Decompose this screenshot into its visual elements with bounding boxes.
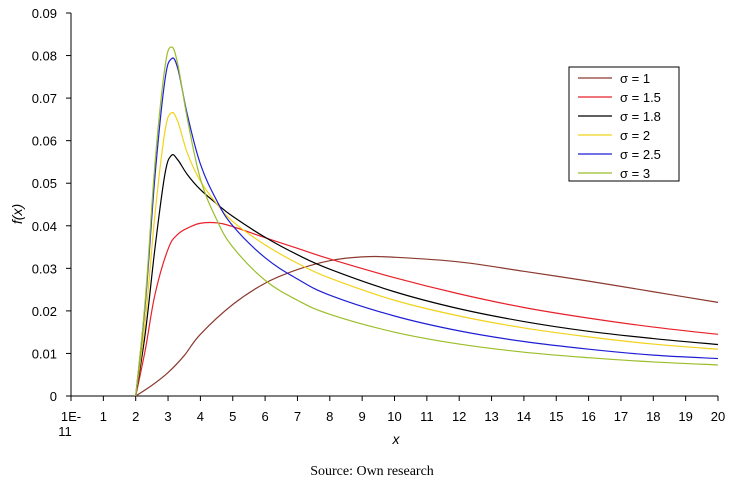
- series-line-4: [135, 111, 719, 397]
- x-tick-label: 9: [359, 409, 366, 424]
- legend-box: [568, 66, 680, 182]
- x-tick-label: 8: [326, 409, 333, 424]
- legend-label-6: σ = 3: [620, 166, 650, 181]
- series-line-6: [135, 46, 719, 397]
- x-tick-label: 1E-11: [58, 409, 81, 439]
- x-tick-label: 11: [420, 409, 434, 424]
- plot-area: 0 0.01 0.02 0.03 0.04 0.05 0.06 0.07 0.08 0.09 1E…: [32, 6, 726, 439]
- y-axis-title: f(x): [9, 204, 25, 224]
- y-tick-label: 0.02: [32, 304, 57, 319]
- series-line-5: [135, 57, 719, 397]
- x-tick-label: 12: [452, 409, 466, 424]
- y-tick-label: 0.03: [32, 261, 57, 276]
- y-tick-label: 0.01: [32, 346, 57, 361]
- y-tick-label: 0.09: [32, 6, 57, 21]
- x-tick-label: 14: [517, 409, 531, 424]
- y-tick-label: 0.04: [32, 219, 57, 234]
- legend-label-4: σ = 2: [620, 128, 650, 143]
- series-lines: [135, 46, 719, 397]
- series-line-1: [135, 255, 719, 397]
- x-tick-label: 18: [646, 409, 660, 424]
- x-tick-label: 15: [549, 409, 563, 424]
- y-ticks: 0 0.01 0.02 0.03 0.04 0.05 0.06 0.07 0.08 0.09: [32, 6, 71, 404]
- x-tick-label: 1: [100, 409, 107, 424]
- legend: σ = 1 σ = 1.5 σ = 1.8 σ = 2 σ = 2.5 σ = 3: [568, 66, 680, 182]
- x-tick-label: 3: [164, 409, 171, 424]
- series-line-3: [135, 154, 719, 397]
- source-caption: Source: Own research: [310, 464, 434, 479]
- series-line-2: [135, 221, 719, 397]
- legend-label-3: σ = 1.8: [620, 109, 661, 124]
- y-tick-label: 0.08: [32, 49, 57, 64]
- legend-label-5: σ = 2.5: [620, 147, 661, 162]
- legend-label-1: σ = 1: [620, 71, 650, 86]
- x-tick-label: 2: [132, 409, 139, 424]
- x-tick-label: 7: [294, 409, 301, 424]
- x-axis-title: x: [392, 431, 401, 447]
- y-tick-label: 0.06: [32, 134, 57, 149]
- legend-label-2: σ = 1.5: [620, 90, 661, 105]
- x-tick-label: 16: [581, 409, 595, 424]
- x-tick-label: 10: [387, 409, 401, 424]
- x-tick-label: 13: [484, 409, 498, 424]
- x-tick-label: 17: [614, 409, 628, 424]
- x-tick-label: 6: [261, 409, 268, 424]
- x-ticks: 1E-111 2 3 4 5 6 7 8 9 10 11 12 13 14 15 16 17 18 19 20: [58, 396, 725, 439]
- x-tick-label: 20: [711, 409, 725, 424]
- y-tick-label: 0: [50, 389, 57, 404]
- y-tick-label: 0.07: [32, 91, 57, 106]
- x-tick-label: 5: [229, 409, 236, 424]
- y-tick-label: 0.05: [32, 176, 57, 191]
- legend-items: σ = 1 σ = 1.5 σ = 1.8 σ = 2 σ = 2.5 σ = 3: [578, 71, 661, 181]
- x-tick-label: 19: [678, 409, 692, 424]
- x-tick-label: 4: [197, 409, 204, 424]
